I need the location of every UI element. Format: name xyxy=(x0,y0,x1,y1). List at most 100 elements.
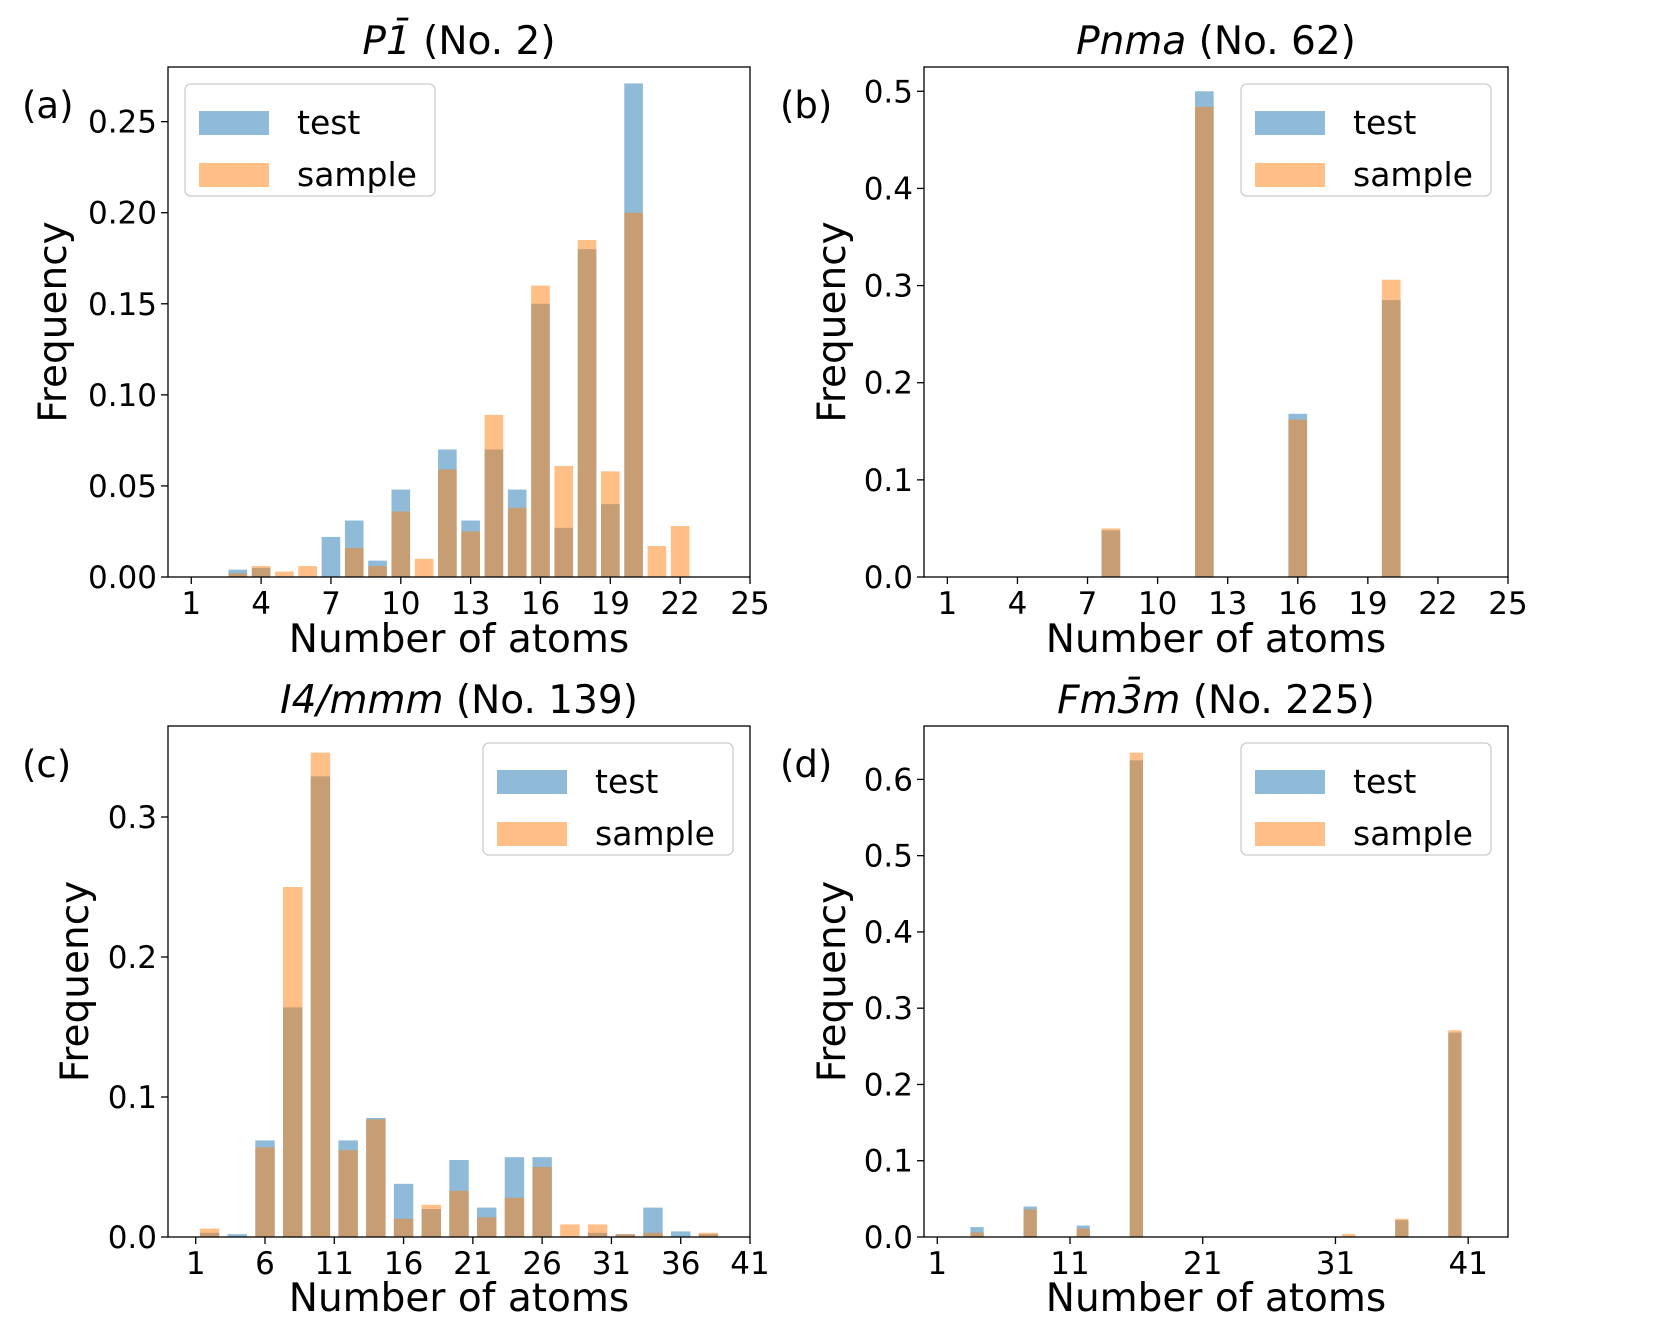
y-tick-label: 0.0 xyxy=(864,560,913,596)
bar-sample xyxy=(1101,528,1121,577)
bar-sample xyxy=(477,1217,497,1237)
x-tick-label: 7 xyxy=(1078,586,1098,622)
bar-test xyxy=(321,536,341,577)
x-tick-label: 13 xyxy=(1208,586,1247,622)
bar-sample xyxy=(1381,279,1401,577)
chart-title: Fm3̄m (No. 225) xyxy=(1057,677,1375,723)
bar-test xyxy=(671,1231,691,1237)
x-tick-label: 22 xyxy=(1418,586,1457,622)
chart-title: P1̄ (No. 2) xyxy=(362,18,555,64)
y-axis-label: Frequency xyxy=(31,221,76,422)
legend-label-sample: sample xyxy=(1353,814,1473,853)
bar-sample xyxy=(298,566,317,577)
bar-sample xyxy=(1395,1218,1409,1237)
bar-sample xyxy=(338,1150,358,1237)
bar-sample xyxy=(615,1234,635,1237)
panel-label: (d) xyxy=(780,743,832,786)
bar-sample xyxy=(531,285,550,577)
x-tick-label: 31 xyxy=(592,1246,631,1282)
bar-sample xyxy=(1129,752,1143,1237)
bar-sample xyxy=(391,511,411,577)
x-tick-label: 1 xyxy=(937,586,957,622)
x-tick-label: 6 xyxy=(255,1246,275,1282)
x-tick-label: 19 xyxy=(1348,586,1387,622)
bar-sample xyxy=(587,1224,608,1237)
bar-test xyxy=(228,569,248,577)
x-axis-label: Number of atoms xyxy=(1046,617,1386,662)
chart-title-symbol: I4/mmm xyxy=(280,678,443,723)
legend: test sample xyxy=(1240,83,1492,197)
bar-sample xyxy=(283,887,303,1237)
legend: test sample xyxy=(1240,742,1492,856)
x-tick-label: 4 xyxy=(1008,586,1028,622)
x-tick-label: 19 xyxy=(591,586,630,622)
chart-title-number: (No. 2) xyxy=(411,19,556,64)
bar-sample xyxy=(647,546,667,577)
x-tick-label: 36 xyxy=(661,1246,700,1282)
bar-sample xyxy=(421,1204,441,1237)
y-tick-label: 0.3 xyxy=(864,991,913,1027)
x-tick-label: 11 xyxy=(315,1246,354,1282)
bar-sample xyxy=(449,1190,469,1237)
bar-sample xyxy=(970,1232,984,1237)
panel-label: (c) xyxy=(22,743,71,786)
x-tick-label: 16 xyxy=(521,586,560,622)
x-tick-label: 1 xyxy=(186,1246,206,1282)
chart-title-number: (No. 62) xyxy=(1186,19,1356,64)
y-tick-label: 0.3 xyxy=(864,269,913,305)
bar-sample xyxy=(532,1167,552,1237)
y-tick-label: 0.4 xyxy=(864,171,913,207)
x-axis-label: Number of atoms xyxy=(1046,1276,1386,1321)
y-tick-label: 0.0 xyxy=(864,1220,913,1256)
legend-swatch-sample xyxy=(497,822,567,846)
legend-label-test: test xyxy=(1353,103,1416,142)
bar-sample xyxy=(393,1218,414,1237)
chart-title: Pnma (No. 62) xyxy=(1076,19,1356,64)
bar-sample xyxy=(251,566,271,577)
bar-sample xyxy=(504,1197,525,1237)
legend: test sample xyxy=(184,83,436,197)
y-tick-label: 0.1 xyxy=(864,1144,913,1180)
x-tick-label: 16 xyxy=(1278,586,1317,622)
x-tick-label: 22 xyxy=(660,586,699,622)
y-tick-label: 0.3 xyxy=(108,800,157,836)
y-axis-label: Frequency xyxy=(53,881,98,1082)
y-tick-label: 0.1 xyxy=(864,463,913,499)
bar-test xyxy=(643,1207,663,1237)
x-tick-label: 16 xyxy=(384,1246,423,1282)
bar-sample xyxy=(1342,1233,1356,1237)
chart-title-symbol: Fm3̄m xyxy=(1057,677,1180,723)
x-tick-label: 7 xyxy=(321,586,341,622)
y-tick-label: 0.4 xyxy=(864,915,913,951)
legend-label-test: test xyxy=(297,103,360,142)
y-tick-label: 0.2 xyxy=(108,940,157,976)
x-tick-label: 25 xyxy=(1488,586,1527,622)
bar-test xyxy=(227,1234,247,1237)
chart-title-symbol: Pnma xyxy=(1076,19,1186,64)
legend-label-sample: sample xyxy=(1353,155,1473,194)
bar-sample xyxy=(344,547,364,577)
x-tick-label: 4 xyxy=(251,586,271,622)
chart-panel: 1 4 7 10 13 16 19 22 25 0.00 0.05 0.10 0.15 0.20 0.25 N… xyxy=(22,18,770,662)
bar-sample xyxy=(255,1147,275,1237)
axes-frame xyxy=(167,66,751,578)
y-tick-label: 0.0 xyxy=(108,1220,157,1256)
legend-swatch-test xyxy=(199,111,269,135)
bar-sample xyxy=(643,1232,663,1237)
legend-swatch-sample xyxy=(199,163,269,187)
bar-sample xyxy=(577,240,597,578)
bar-sample xyxy=(228,573,248,577)
bar-sample xyxy=(275,571,294,577)
bar-sample xyxy=(366,1119,386,1237)
y-axis-label: Frequency xyxy=(810,881,855,1082)
legend-label-test: test xyxy=(1353,762,1416,801)
y-tick-label: 0.5 xyxy=(864,839,913,875)
bar-sample xyxy=(199,1228,220,1237)
bar-sample xyxy=(698,1232,719,1237)
bar-sample xyxy=(1448,1030,1462,1237)
bar-sample xyxy=(624,212,643,577)
bar-sample xyxy=(368,566,387,577)
bar-sample xyxy=(560,1224,580,1237)
